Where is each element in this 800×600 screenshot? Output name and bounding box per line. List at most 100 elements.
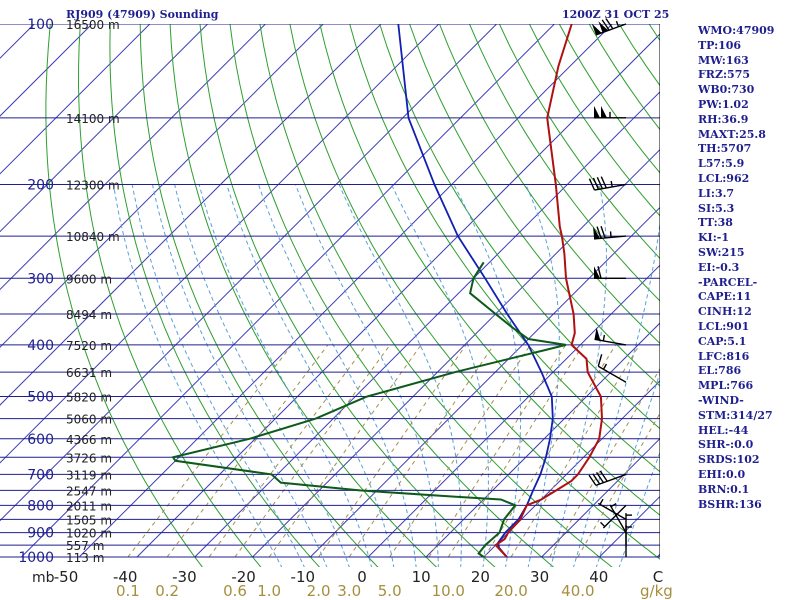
index-item: LFC:816: [698, 349, 750, 363]
index-item: KI:-1: [698, 231, 729, 245]
index-item: SRDS:102: [698, 453, 760, 467]
mixing-ratio-tick-label: 5.0: [378, 582, 402, 600]
wind-barb-half-flag: [599, 498, 604, 505]
grid-layer: [0, 24, 660, 567]
pressure-label: 200: [27, 177, 54, 193]
isotherm-line: [425, 322, 660, 558]
height-label: 9600 m: [66, 272, 112, 286]
pressure-label: 500: [27, 390, 54, 406]
index-item: EI:-0.3: [698, 260, 740, 274]
height-label: 16500 m: [66, 18, 120, 32]
station-title: RJ909 (47909) Sounding: [66, 8, 219, 21]
pressure-label: 300: [27, 271, 54, 287]
temperature-tick-label: -20: [231, 568, 256, 586]
mixing-ratio-line: [428, 344, 567, 558]
wind-barb-pennant: [601, 105, 607, 118]
temperature-line: [494, 24, 604, 558]
dry-adiabat: [259, 24, 613, 567]
index-item: TH:5707: [698, 142, 752, 156]
temperature-tick-label: -40: [113, 568, 138, 586]
dry-adiabat: [498, 24, 660, 260]
temperature-tick-label: 10: [412, 568, 431, 586]
mixing-ratio-line: [549, 367, 660, 558]
wind-barb-half-flag: [602, 334, 606, 342]
temperature-tick-label: -50: [54, 568, 79, 586]
dry-adiabat: [199, 24, 496, 567]
moist-adiabat: [525, 184, 560, 567]
index-item: WMO:47909: [698, 24, 775, 37]
moist-adiabat: [294, 184, 439, 567]
mixing-ratio-line: [268, 344, 422, 558]
index-item: LCL:901: [698, 319, 750, 333]
dry-adiabat: [409, 24, 660, 387]
wind-barb-staff: [609, 504, 627, 533]
index-item: CAPE:11: [698, 290, 752, 304]
isotherm-line: [0, 24, 266, 291]
wind-barb-staff: [594, 235, 627, 240]
height-label: 10840 m: [66, 230, 120, 244]
moist-adiabat: [390, 184, 489, 567]
index-item: SI:5.3: [698, 201, 735, 215]
index-item: EHI:0.0: [698, 467, 746, 481]
mixing-ratio-line: [348, 344, 495, 558]
moist-adiabat: [595, 371, 660, 567]
dry-adiabat: [319, 24, 660, 516]
moist-adiabat: [226, 184, 395, 567]
wind-barb: [600, 504, 627, 529]
mixing-ratio-line: [577, 412, 660, 558]
valid-time: 1200Z 31 OCT 25: [562, 8, 670, 21]
index-item: L57:5.9: [698, 157, 745, 171]
index-item: -PARCEL-: [698, 275, 758, 289]
isotherm-line: [483, 380, 660, 558]
pressure-label: 100: [27, 17, 54, 33]
moist-adiabat: [198, 184, 373, 567]
dry-adiabat: [77, 24, 262, 567]
height-label: 3119 m: [66, 468, 112, 482]
moist-adiabat: [174, 184, 350, 567]
pressure-label: 600: [27, 432, 54, 448]
index-item: LCL:962: [698, 171, 750, 185]
index-item: MAXT:25.8: [698, 127, 766, 141]
wind-barb-staff: [594, 338, 627, 346]
dry-adiabat: [289, 24, 660, 560]
wind-barb-flag: [588, 474, 597, 486]
wind-barb-pennant: [594, 266, 600, 279]
moist-adiabat: [550, 184, 607, 567]
index-item: STM:314/27: [698, 408, 773, 422]
index-item: MW:163: [698, 53, 749, 67]
mixing-ratio-line: [318, 344, 467, 558]
mixing-ratio-line: [510, 344, 640, 558]
isotherm-line: [0, 24, 324, 348]
moist-adiabat: [152, 184, 328, 567]
moist-adiabat: [573, 219, 660, 567]
index-item: CAP:5.1: [698, 334, 747, 348]
isotherm-line: [310, 206, 660, 558]
dry-adiabat: [469, 24, 660, 302]
height-label: 2547 m: [66, 484, 112, 498]
index-item: LI:3.7: [698, 186, 735, 200]
index-item: SW:215: [698, 245, 745, 259]
index-item: EL:786: [698, 364, 742, 378]
wind-barb-flag: [600, 226, 606, 239]
wind-barb-flag: [601, 19, 610, 31]
moist-adiabat: [618, 450, 660, 567]
index-item: HEL:-44: [698, 423, 749, 437]
isotherm-line: [0, 24, 382, 406]
wind-barb-flag: [599, 470, 608, 482]
index-item: FRZ:575: [698, 68, 751, 82]
index-item: TT:38: [698, 216, 733, 230]
wind-barb-flag: [592, 473, 601, 485]
index-item: BSHR:136: [698, 497, 762, 511]
wind-barb-staff: [597, 502, 627, 520]
mixing-ratio-tick-label: 1.0: [257, 582, 281, 600]
moist-adiabat: [131, 184, 305, 567]
wind-barb-pennant: [593, 226, 601, 239]
wind-barb: [597, 498, 627, 520]
sounding-indices: WMO:47909 TP:106 MW:163 FRZ:575 WB0:730 PW:1.…: [698, 24, 798, 512]
pressure-label: 1000: [18, 550, 54, 566]
height-label: 2011 m: [66, 499, 112, 513]
wind-barb-flag: [605, 18, 614, 30]
mixing-ratio-tick-label: 3.0: [337, 582, 361, 600]
